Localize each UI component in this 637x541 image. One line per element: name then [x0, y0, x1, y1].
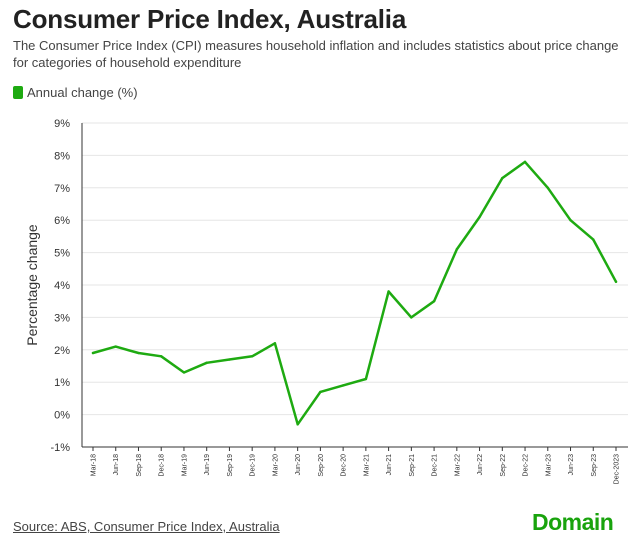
x-tick-label: Dec-20	[341, 454, 348, 477]
series-line	[91, 160, 618, 426]
data-point	[205, 361, 208, 364]
x-tick-label: Sep-18	[136, 454, 143, 477]
x-tick-label: Sep-21	[409, 454, 416, 477]
data-point	[592, 238, 595, 241]
data-point	[273, 342, 277, 345]
data-point	[228, 358, 231, 361]
y-tick-label: 3%	[54, 312, 70, 324]
data-point	[410, 316, 413, 319]
data-point	[114, 345, 117, 348]
chart-title: Consumer Price Index, Australia	[13, 4, 407, 34]
data-point	[296, 423, 299, 426]
y-tick-label: 6%	[54, 215, 70, 227]
series-layer	[91, 160, 618, 426]
data-point	[250, 355, 254, 358]
data-point	[523, 160, 527, 164]
data-point	[182, 371, 186, 374]
x-tick-label: Sep-20	[318, 454, 325, 477]
y-tick-label: 1%	[54, 377, 70, 389]
x-tick-label: Mar-22	[454, 454, 461, 476]
x-tick-label: Jun-22	[477, 454, 484, 476]
x-tick-label: Mar-19	[181, 454, 188, 476]
data-point	[501, 176, 504, 180]
x-tick-label: Jun-18	[113, 454, 120, 476]
x-tick-label: Jun-20	[295, 454, 302, 476]
x-tick-label: Dec-22	[523, 454, 530, 477]
data-point	[455, 248, 459, 251]
x-tick-labels: Mar-18 Jun-18 Sep-18 Dec-18 Mar-19 Jun-19 Sep-…	[91, 454, 621, 484]
data-point	[546, 186, 549, 189]
legend-swatch	[13, 86, 23, 99]
data-point	[364, 377, 368, 381]
x-tick-label: Dec-2023	[614, 454, 621, 484]
y-tick-label: 2%	[54, 345, 70, 357]
data-point	[91, 351, 95, 355]
x-tick-label: Sep-19	[227, 454, 234, 477]
data-point	[387, 290, 390, 293]
data-point	[569, 219, 572, 222]
x-tick-label: Mar-21	[363, 454, 370, 476]
axes	[81, 123, 628, 451]
data-point	[160, 355, 163, 358]
data-point	[319, 390, 322, 394]
y-tick-label: 5%	[54, 248, 70, 260]
x-tick-label: Mar-18	[91, 454, 98, 476]
chart-subtitle: The Consumer Price Index (CPI) measures …	[13, 38, 619, 70]
legend[interactable]: Annual change (%)	[13, 85, 138, 100]
y-tick-label: 9%	[54, 118, 70, 130]
x-tick-label: Sep-22	[500, 454, 507, 477]
y-tick-label: 8%	[54, 150, 70, 162]
data-point	[137, 351, 140, 355]
domain-logo: Domain	[532, 509, 614, 535]
x-tick-label: Sep-23	[591, 454, 598, 477]
y-tick-label: 0%	[54, 410, 70, 422]
data-point	[614, 280, 618, 283]
y-tick-label: -1%	[50, 442, 70, 454]
y-tick-label: 7%	[54, 183, 70, 195]
x-tick-label: Dec-19	[250, 454, 257, 477]
y-tick-labels: -1% 0% 1% 2% 3% 4% 5% 6% 7% 8% 9%	[50, 118, 70, 454]
x-tick-label: Dec-18	[159, 454, 166, 477]
data-point	[432, 300, 436, 303]
legend-label: Annual change (%)	[27, 85, 138, 100]
x-tick-label: Mar-23	[545, 454, 552, 476]
x-tick-label: Jun-21	[386, 454, 393, 476]
y-axis-label: Percentage change	[24, 224, 40, 346]
x-tick-label: Jun-23	[568, 454, 575, 476]
gridlines	[82, 122, 628, 416]
data-point	[341, 384, 345, 387]
data-point	[478, 215, 481, 219]
x-tick-label: Mar-20	[272, 454, 279, 476]
source-link[interactable]: Source: ABS, Consumer Price Index, Austr…	[13, 519, 280, 534]
x-tick-label: Jun-19	[204, 454, 211, 476]
y-tick-label: 4%	[54, 280, 70, 292]
x-tick-label: Dec-21	[432, 454, 439, 477]
